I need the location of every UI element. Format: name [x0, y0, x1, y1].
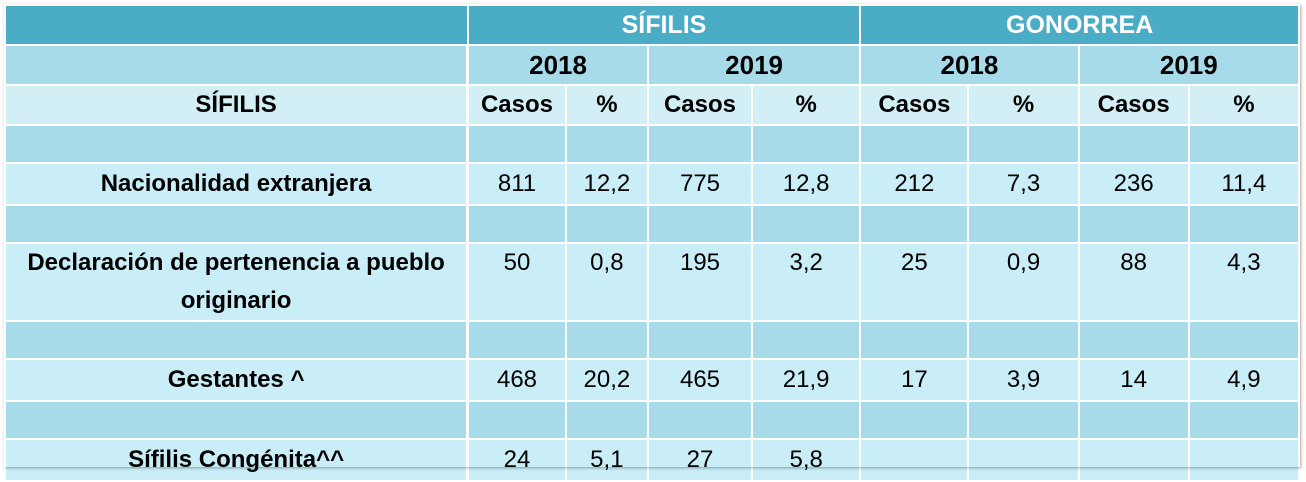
table-cell: 12,2 — [564, 162, 649, 206]
spacer-row — [4, 400, 1301, 440]
table-cell: 236 — [1077, 162, 1190, 206]
table-cell: 24 — [466, 438, 567, 482]
table-cell: 3,2 — [751, 242, 862, 322]
column-header: % — [1187, 84, 1301, 126]
year-header-blank — [4, 44, 470, 86]
table-cell: 25 — [859, 242, 970, 322]
column-header: % — [564, 84, 649, 126]
column-header: Casos — [466, 84, 567, 126]
year-header-sifilis-2019: 2019 — [646, 44, 862, 86]
table-cell: 5,8 — [751, 438, 862, 482]
column-header: Casos — [859, 84, 970, 126]
table-cell: 212 — [859, 162, 970, 206]
table-cell: 4,3 — [1187, 242, 1301, 322]
table-cell: 14 — [1077, 358, 1190, 402]
column-header: Casos — [646, 84, 754, 126]
table-cell: 17 — [859, 358, 970, 402]
group-header-blank — [4, 4, 469, 46]
table-row: Gestantes ^ 468 20,2 465 21,9 17 3,9 14 … — [4, 358, 1301, 402]
row-label: Gestantes ^ — [4, 358, 470, 402]
spacer-row — [4, 320, 1301, 360]
table-cell: 11,4 — [1187, 162, 1301, 206]
column-header: % — [967, 84, 1080, 126]
column-header: % — [751, 84, 862, 126]
table-row: Nacionalidad extranjera 811 12,2 775 12,… — [4, 162, 1301, 206]
row-label: Nacionalidad extranjera — [4, 162, 470, 206]
table-cell: 7,3 — [967, 162, 1080, 206]
column-header: Casos — [1077, 84, 1190, 126]
row-label: Declaración de pertenencia a pueblo orig… — [4, 242, 470, 322]
table-cell: 811 — [466, 162, 567, 206]
table-cell: 5,1 — [564, 438, 649, 482]
spacer-row — [4, 204, 1301, 244]
group-header-sifilis: SÍFILIS — [466, 4, 862, 46]
table-cell: 775 — [646, 162, 754, 206]
group-header-gonorrea: GONORREA — [859, 4, 1300, 46]
table-cell: 50 — [466, 242, 567, 322]
table-cell — [859, 438, 970, 482]
data-table: SÍFILIS GONORREA 2018 2019 2018 2019 SÍF… — [4, 4, 1301, 482]
row-label-header: SÍFILIS — [4, 84, 470, 126]
column-header-row: SÍFILIS Casos % Casos % Casos % Casos % — [4, 84, 1301, 126]
year-header-sifilis-2018: 2018 — [466, 44, 649, 86]
year-header-row: 2018 2019 2018 2019 — [4, 44, 1301, 86]
table-cell: 12,8 — [751, 162, 862, 206]
table-cell — [967, 438, 1080, 482]
table-cell: 21,9 — [751, 358, 862, 402]
table-cell: 0,8 — [564, 242, 649, 322]
row-label: Sífilis Congénita^^ — [4, 438, 470, 482]
table-cell: 465 — [646, 358, 754, 402]
table-cell: 468 — [466, 358, 567, 402]
data-table-frame: SÍFILIS GONORREA 2018 2019 2018 2019 SÍF… — [4, 4, 1301, 482]
year-header-gonorrea-2019: 2019 — [1077, 44, 1301, 86]
table-cell — [1077, 438, 1190, 482]
group-header-row: SÍFILIS GONORREA — [4, 4, 1300, 46]
table-cell: 27 — [646, 438, 754, 482]
table-row: Declaración de pertenencia a pueblo orig… — [4, 242, 1301, 322]
spacer-row — [4, 124, 1301, 164]
table-cell: 88 — [1077, 242, 1190, 322]
table-cell: 195 — [646, 242, 754, 322]
table-cell: 3,9 — [967, 358, 1080, 402]
table-row: Sífilis Congénita^^ 24 5,1 27 5,8 — [4, 438, 1301, 482]
table-cell: 4,9 — [1187, 358, 1301, 402]
table-cell: 20,2 — [564, 358, 649, 402]
table-cell: 0,9 — [967, 242, 1080, 322]
year-header-gonorrea-2018: 2018 — [859, 44, 1080, 86]
table-cell — [1187, 438, 1301, 482]
